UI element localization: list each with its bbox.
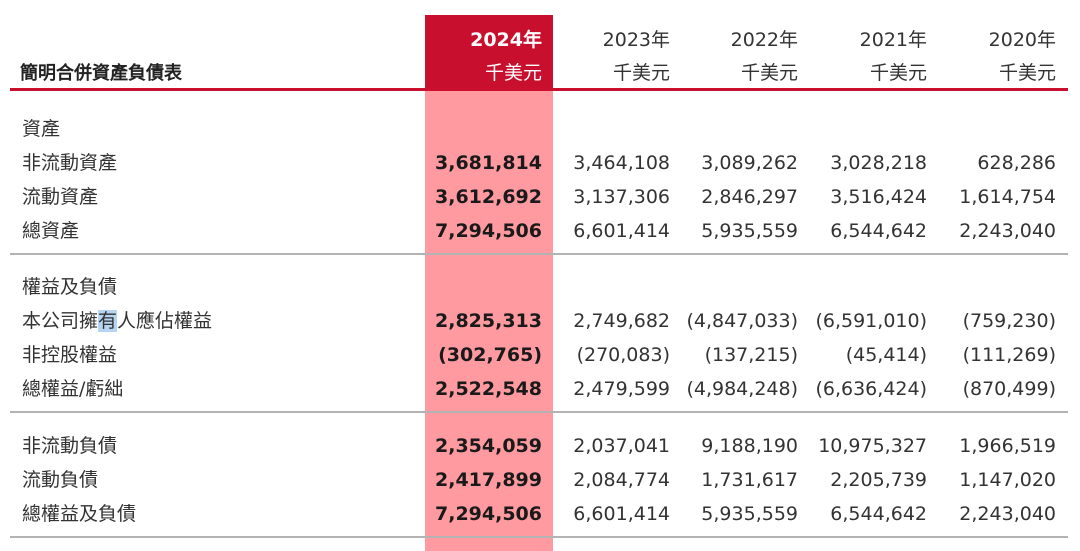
table-cell: 5,935,559 <box>701 220 798 242</box>
table-cell: 1,966,519 <box>959 435 1056 457</box>
row-label: 流動負債 <box>22 469 99 491</box>
table-cell: 2,084,774 <box>573 469 670 491</box>
row-label: 總權益/虧絀 <box>22 378 124 400</box>
table-cell: 3,089,262 <box>701 152 798 174</box>
table-cell: 6,601,414 <box>573 503 670 525</box>
table-cell: 6,601,414 <box>573 220 670 242</box>
section-heading-assets: 資產 <box>22 118 61 140</box>
table-cell: (302,765) <box>438 344 542 366</box>
table-cell: 2,825,313 <box>435 310 542 332</box>
table-cell: 2,354,059 <box>435 435 542 457</box>
section-heading-equity-liabilities: 權益及負債 <box>22 276 118 298</box>
table-cell: 3,028,218 <box>830 152 927 174</box>
table-cell: 6,544,642 <box>830 503 927 525</box>
table-cell: 628,286 <box>977 152 1056 174</box>
table-cell: 3,612,692 <box>435 186 542 208</box>
table-cell: (45,414) <box>845 344 927 366</box>
table-cell: 6,544,642 <box>830 220 927 242</box>
table-title: 簡明合併資產負債表 <box>20 63 182 84</box>
table-cell: 9,188,190 <box>701 435 798 457</box>
table-bottom-rule <box>10 536 1068 538</box>
highlight-column-2024 <box>425 15 553 551</box>
row-label: 非流動資產 <box>22 152 118 174</box>
year-header-2021: 2021年 <box>859 29 927 51</box>
header-divider <box>10 88 1068 91</box>
table-cell: 10,975,327 <box>818 435 927 457</box>
table-cell: (137,215) <box>704 344 798 366</box>
table-cell: 3,516,424 <box>830 186 927 208</box>
row-label: 本公司擁有人應佔權益 <box>22 310 213 332</box>
row-label: 流動資產 <box>22 186 99 208</box>
table-cell: (4,984,248) <box>686 378 798 400</box>
table-cell: (111,269) <box>962 344 1056 366</box>
table-cell: 3,681,814 <box>435 152 542 174</box>
table-cell: 2,417,899 <box>435 469 542 491</box>
table-cell: (759,230) <box>962 310 1056 332</box>
table-cell: 7,294,506 <box>435 503 542 525</box>
unit-header-2024: 千美元 <box>484 62 542 84</box>
table-cell: 2,205,739 <box>830 469 927 491</box>
table-cell: (270,083) <box>576 344 670 366</box>
table-cell: 2,243,040 <box>959 220 1056 242</box>
table-cell: (870,499) <box>962 378 1056 400</box>
highlight-header-2024 <box>425 15 553 90</box>
table-cell: 2,749,682 <box>573 310 670 332</box>
table-cell: 7,294,506 <box>435 220 542 242</box>
selected-text[interactable]: 有 <box>98 310 118 332</box>
table-cell: 2,846,297 <box>701 186 798 208</box>
year-header-2024: 2024年 <box>470 29 542 51</box>
unit-header-2023: 千美元 <box>612 62 670 84</box>
table-cell: 1,614,754 <box>959 186 1056 208</box>
table-cell: 5,935,559 <box>701 503 798 525</box>
table-cell: 1,731,617 <box>701 469 798 491</box>
year-header-2020: 2020年 <box>988 29 1056 51</box>
year-header-2023: 2023年 <box>602 29 670 51</box>
table-cell: 2,479,599 <box>573 378 670 400</box>
table-cell: (6,591,010) <box>815 310 927 332</box>
table-cell: (4,847,033) <box>686 310 798 332</box>
table-cell: 3,137,306 <box>573 186 670 208</box>
section-divider <box>10 253 1068 255</box>
row-label: 總權益及負債 <box>22 503 137 525</box>
table-cell: 2,037,041 <box>573 435 670 457</box>
table-cell: 2,243,040 <box>959 503 1056 525</box>
table-cell: 2,522,548 <box>435 378 542 400</box>
table-cell: 1,147,020 <box>959 469 1056 491</box>
row-label: 總資產 <box>22 220 80 242</box>
unit-header-2020: 千美元 <box>998 62 1056 84</box>
unit-header-2022: 千美元 <box>740 62 798 84</box>
row-label: 非流動負債 <box>22 435 118 457</box>
row-label: 非控股權益 <box>22 344 118 366</box>
year-header-2022: 2022年 <box>730 29 798 51</box>
unit-header-2021: 千美元 <box>869 62 927 84</box>
section-divider <box>10 411 1068 413</box>
table-cell: 3,464,108 <box>573 152 670 174</box>
table-cell: (6,636,424) <box>815 378 927 400</box>
